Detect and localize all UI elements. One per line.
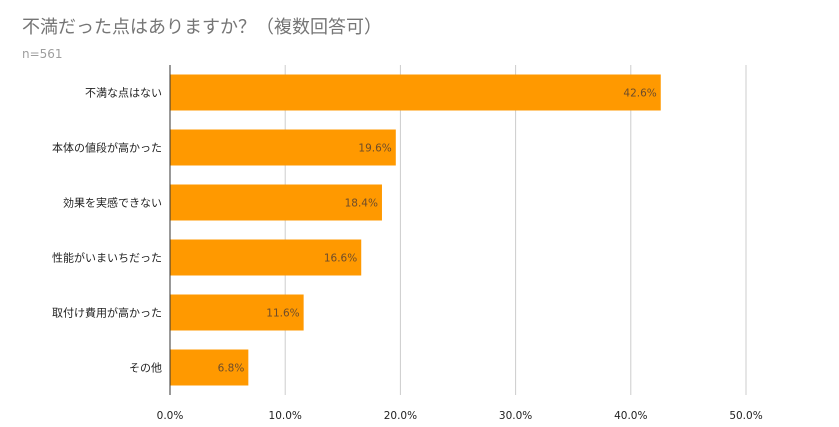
category-label: その他	[129, 362, 162, 375]
category-label: 不満な点はない	[85, 87, 162, 100]
chart-title: 不満だった点はありますか？（複数回答可）	[22, 17, 382, 38]
category-label: 効果を実感できない	[63, 196, 162, 210]
category-label: 性能がいまいちだった	[52, 251, 162, 265]
x-tick-label: 10.0%	[269, 410, 302, 422]
bar-value-label: 11.6%	[266, 308, 299, 320]
chart-subtitle: n=561	[22, 47, 63, 61]
x-tick-label: 50.0%	[729, 410, 762, 422]
bar	[170, 129, 396, 166]
category-labels: 不満な点はない本体の値段が高かった効果を実感できない性能がいまいちだった取付け費…	[52, 87, 162, 375]
category-label: 本体の値段が高かった	[52, 141, 162, 155]
x-tick-label: 20.0%	[384, 410, 417, 422]
bar-value-label: 6.8%	[218, 363, 245, 375]
bar	[170, 184, 382, 221]
bar	[170, 74, 661, 111]
gridlines	[284, 65, 747, 395]
bar-value-label: 16.6%	[324, 253, 357, 265]
bar-value-label: 42.6%	[623, 88, 656, 100]
bar	[170, 239, 362, 276]
x-tick-label: 40.0%	[614, 410, 647, 422]
x-tick-label: 0.0%	[157, 410, 184, 422]
bar-value-labels: 42.6% 19.6% 18.4% 16.6% 11.6% 6.8%	[218, 88, 657, 375]
x-tick-label: 30.0%	[499, 410, 532, 422]
bar	[170, 294, 304, 331]
x-axis-tick-labels: 0.0% 10.0% 20.0% 30.0% 40.0% 50.0%	[157, 410, 763, 422]
bars	[170, 74, 661, 386]
bar-value-label: 19.6%	[358, 143, 391, 155]
bar	[170, 349, 249, 386]
category-label: 取付け費用が高かった	[52, 306, 162, 320]
bar-value-label: 18.4%	[345, 198, 378, 210]
